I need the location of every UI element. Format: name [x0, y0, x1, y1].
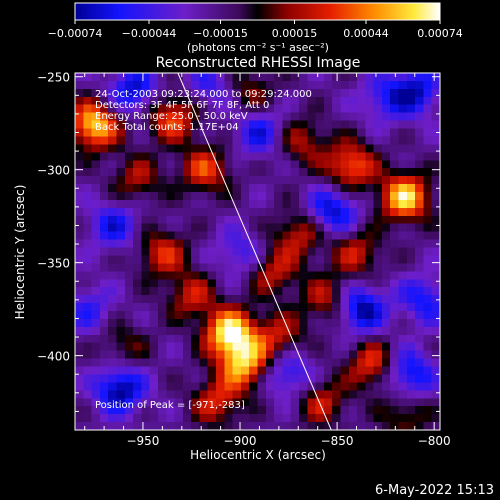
footer-date: 6-May-2022 15:13 — [375, 483, 494, 498]
colorbar-frame — [74, 2, 441, 21]
plot-frame — [74, 72, 441, 431]
annotation-energy-range: Energy Range: 25.0 - 50.0 keV — [95, 111, 248, 122]
axis-ticks: −950 −900 −850 −800 −250 −300 −350 −400 — [37, 71, 451, 448]
x-tick-label: −900 — [224, 434, 257, 448]
colorbar-tick-label: −0.00044 — [122, 27, 177, 40]
annotation-time-range: 24-Oct-2003 09:23:24.000 to 09:29:24.000 — [95, 89, 312, 100]
colorbar-tick-label: −0.00074 — [48, 27, 103, 40]
y-tick-label: −350 — [37, 257, 70, 271]
y-tick-label: −250 — [37, 71, 70, 85]
annotation-counts: Back Total counts: 1.17E+04 — [95, 122, 239, 133]
chart-title: Reconstructed RHESSI Image — [156, 55, 361, 71]
colorbar-units-label: (photons cm⁻² s⁻¹ asec⁻²) — [187, 41, 329, 54]
colorbar-tick-label: 0.00074 — [417, 27, 463, 40]
solar-limb-line — [177, 72, 332, 431]
colorbar-ticks: −0.00074 −0.00044 −0.00015 0.00015 0.00044 0.… — [48, 20, 463, 40]
heatmap-image — [75, 73, 440, 430]
x-axis-label: Heliocentric X (arcsec) — [190, 448, 326, 462]
x-tick-label: −950 — [126, 434, 159, 448]
annotation-block: 24-Oct-2003 09:23:24.000 to 09:29:24.000… — [95, 89, 312, 133]
y-tick-label: −300 — [37, 164, 70, 178]
y-tick-label: −400 — [37, 350, 70, 364]
colorbar-tick-label: −0.00015 — [193, 27, 248, 40]
colorbar-tick-label: 0.00015 — [272, 27, 318, 40]
y-axis-label: Heliocentric Y (arcsec) — [13, 185, 27, 320]
x-tick-label: −800 — [418, 434, 451, 448]
colorbar-tick-label: 0.00044 — [343, 27, 389, 40]
colorbar-gradient — [75, 3, 440, 20]
peak-position-label: Position of Peak = [-971,-283] — [95, 400, 245, 411]
x-tick-label: −850 — [321, 434, 354, 448]
annotation-detectors: Detectors: 3F 4F 5F 6F 7F 8F, Att 0 — [95, 100, 269, 111]
